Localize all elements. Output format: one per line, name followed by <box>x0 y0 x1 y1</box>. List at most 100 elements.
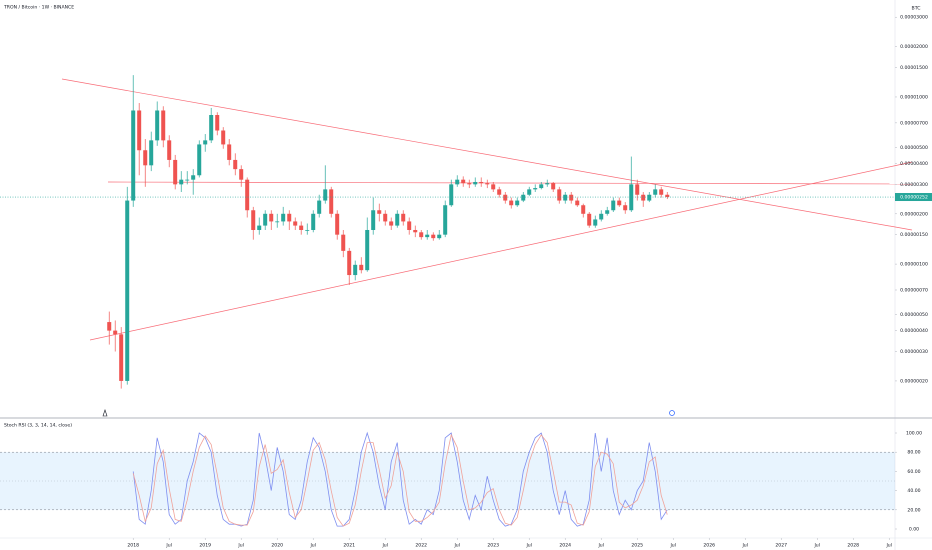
candle-body <box>401 213 406 222</box>
currency-label: BTC <box>912 6 921 12</box>
y-tick-label: 0.00000020 <box>900 378 928 384</box>
y-tick-label: 0.00003000 <box>900 15 928 21</box>
y-tick-label: 20.00 <box>907 507 920 513</box>
x-tick-label: 2027 <box>775 543 787 549</box>
event-icon[interactable] <box>669 410 675 416</box>
x-tick-label: 2021 <box>343 543 355 549</box>
candle-body <box>389 221 394 226</box>
y-tick-label: 0.00000700 <box>900 120 928 126</box>
candle-body <box>419 232 424 238</box>
x-tick-label: 2018 <box>127 543 139 549</box>
candle-body <box>509 200 514 206</box>
candle-body <box>539 184 544 189</box>
candle-body <box>611 200 616 211</box>
x-tick-label: 2025 <box>631 543 643 549</box>
candle-body <box>359 264 364 271</box>
candle-body <box>257 225 262 230</box>
candle-body <box>269 213 274 222</box>
candle-body <box>113 330 118 335</box>
candle-body <box>371 210 376 230</box>
candle-body <box>119 334 124 381</box>
candle-body <box>383 213 388 222</box>
candle-body <box>323 189 328 201</box>
last-price-label: 0.00000252 <box>900 195 928 201</box>
y-tick-label: 40.00 <box>907 488 920 494</box>
candle-body <box>149 140 154 166</box>
candle-body <box>485 183 490 185</box>
candle-body <box>203 140 208 145</box>
candle-body <box>353 264 358 276</box>
candle-body <box>635 184 640 195</box>
y-tick-label: 0.00000030 <box>900 349 928 355</box>
candle-body <box>305 229 310 231</box>
y-tick-label: 80.00 <box>907 450 920 456</box>
candle-body <box>527 189 532 195</box>
candle-body <box>473 181 478 185</box>
x-tick-label: Jul <box>741 543 748 549</box>
candle-body <box>641 194 646 201</box>
candle-body <box>263 213 268 226</box>
y-tick-label: 0.00000070 <box>900 287 928 293</box>
indicator-line <box>132 433 668 527</box>
x-tick-label: Jul <box>885 543 892 549</box>
candle-body <box>437 234 442 239</box>
y-tick-label: 0.00001500 <box>900 65 928 71</box>
x-tick-label: 2022 <box>415 543 427 549</box>
candle-body <box>137 110 142 151</box>
x-tick-label: Jul <box>453 543 460 549</box>
y-tick-label: 0.00000040 <box>900 328 928 334</box>
candle-body <box>413 229 418 233</box>
candle-body <box>551 183 556 190</box>
candle-body <box>449 184 454 206</box>
y-tick-label: 0.00000150 <box>900 232 928 238</box>
x-tick-label: Jul <box>309 543 316 549</box>
x-tick-label: Jul <box>381 543 388 549</box>
candle-body <box>227 144 232 160</box>
candle-body <box>125 200 130 381</box>
y-tick-label: 60.00 <box>907 469 920 475</box>
candle-body <box>185 179 190 181</box>
candle-body <box>245 179 250 211</box>
y-tick-label: 0.00000100 <box>900 262 928 268</box>
candle-body <box>377 210 382 214</box>
candle-body <box>515 200 520 206</box>
candle-body <box>653 189 658 195</box>
candle-body <box>617 200 622 206</box>
candle-body <box>251 210 256 230</box>
candle-body <box>479 181 484 184</box>
candle-body <box>407 221 412 230</box>
candle-body <box>143 150 148 166</box>
candle-body <box>239 169 244 180</box>
candle-body <box>467 183 472 185</box>
trend-line <box>89 161 913 341</box>
icon[interactable] <box>102 409 108 417</box>
marker-icon[interactable] <box>102 409 108 417</box>
candle-body <box>587 213 592 226</box>
candle-body <box>281 213 286 222</box>
candle-body <box>647 194 652 201</box>
y-tick-label: 0.00002000 <box>900 44 928 50</box>
last-price-box <box>895 193 932 202</box>
candle-body <box>131 110 136 201</box>
y-tick-label: 0.00000500 <box>900 145 928 151</box>
candle-body <box>311 213 316 230</box>
candle-body <box>395 213 400 226</box>
candle-body <box>581 205 586 214</box>
candle-body <box>533 188 538 190</box>
candle-body <box>167 140 172 160</box>
candle-body <box>197 144 202 176</box>
candle-body <box>425 234 430 238</box>
candle-body <box>341 234 346 251</box>
candle-body <box>335 213 340 235</box>
y-tick-label: 100.00 <box>906 431 922 437</box>
x-tick-label: Jul <box>237 543 244 549</box>
candle-body <box>443 205 448 235</box>
y-tick-label: 0.00 <box>909 527 919 533</box>
x-tick-label: Jul <box>165 543 172 549</box>
candle-body <box>431 234 436 239</box>
x-tick-label: 2023 <box>487 543 499 549</box>
candle-body <box>599 213 604 220</box>
trend-lines <box>61 78 913 341</box>
